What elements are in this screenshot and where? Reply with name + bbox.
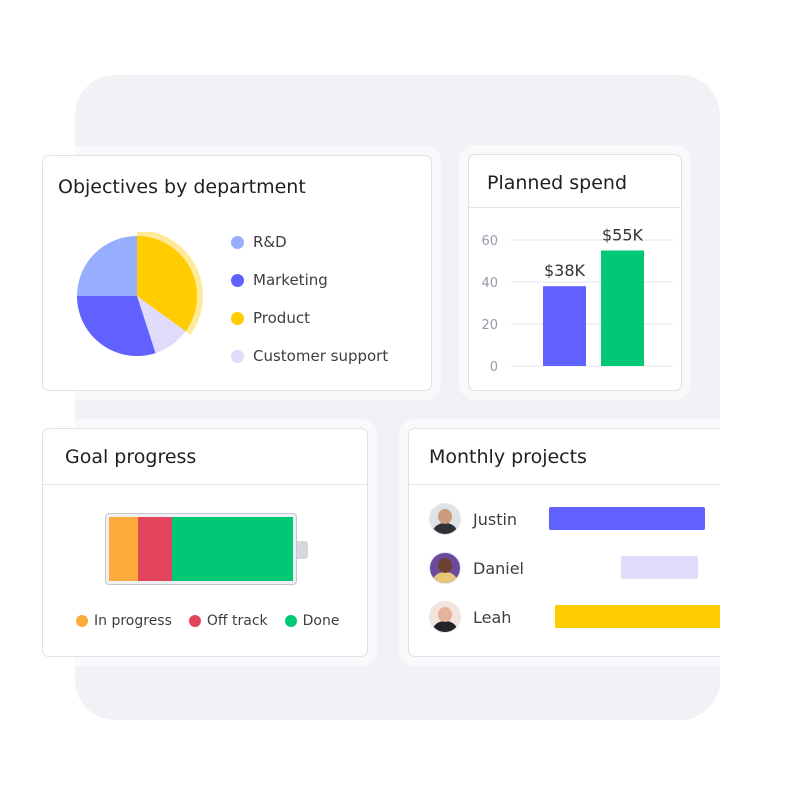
- pie-slice-product[interactable]: [137, 236, 197, 332]
- legend-item-done[interactable]: Done: [284, 613, 340, 629]
- page-margin: [720, 0, 795, 795]
- person-name-justin: Justin: [473, 509, 518, 529]
- objectives-widget[interactable]: Objectives by department R&D Marketing P…: [42, 155, 432, 391]
- legend-item-in-progress[interactable]: In progress: [76, 613, 172, 629]
- battery-cap: [297, 541, 308, 559]
- legend-label-marketing: Marketing: [253, 271, 328, 289]
- timeline-bar-justin[interactable]: [549, 507, 705, 530]
- objectives-title: Objectives by department: [58, 176, 306, 198]
- spend-bar[interactable]: [543, 286, 586, 366]
- person-name-leah: Leah: [473, 607, 512, 627]
- legend-item-rnd[interactable]: R&D: [231, 223, 388, 261]
- legend-dot-marketing: [231, 273, 244, 287]
- timeline-bar-leah[interactable]: [555, 605, 745, 628]
- legend-dot-customer-support: [231, 349, 244, 363]
- person-avatar-icon[interactable]: [429, 601, 461, 633]
- planned-spend-title: Planned spend: [487, 172, 628, 194]
- goal-progress-title: Goal progress: [65, 446, 197, 468]
- spend-bar-label: $55K: [602, 226, 644, 245]
- pie-slice-customer-support[interactable]: [137, 296, 186, 354]
- legend-label-product: Product: [253, 309, 310, 327]
- y-tick-label: 40: [481, 276, 498, 291]
- legend-label-rnd: R&D: [253, 233, 287, 251]
- planned-spend-widget[interactable]: Planned spend 0 20 40 60 $38K $55K: [468, 154, 682, 391]
- legend-label-customer-support: Customer support: [253, 347, 389, 365]
- battery-segment-done[interactable]: [171, 517, 293, 581]
- y-tick-label: 0: [490, 360, 498, 375]
- pie-slice-marketing[interactable]: [77, 296, 156, 356]
- goal-progress-widget[interactable]: Goal progress In progress Off track Done: [42, 428, 368, 657]
- person-row-daniel[interactable]: Daniel: [429, 551, 524, 585]
- legend-dot-product: [231, 311, 244, 325]
- legend-label-done: Done: [302, 613, 340, 629]
- goal-progress-divider: [43, 484, 367, 485]
- goal-progress-battery[interactable]: [105, 513, 297, 585]
- y-tick-label: 60: [481, 234, 498, 249]
- person-avatar-icon[interactable]: [429, 552, 461, 584]
- goal-progress-legend: In progress Off track Done: [76, 613, 356, 629]
- battery-segment-off-track[interactable]: [138, 517, 172, 581]
- legend-item-off-track[interactable]: Off track: [188, 613, 268, 629]
- legend-dot-in-progress: [76, 615, 88, 627]
- pie-slice-r-d[interactable]: [77, 236, 137, 296]
- objectives-legend: R&D Marketing Product Customer support: [231, 223, 388, 375]
- legend-dot-off-track: [188, 615, 201, 627]
- person-row-justin[interactable]: Justin: [429, 502, 517, 536]
- legend-item-marketing[interactable]: Marketing: [231, 261, 388, 299]
- legend-label-off-track: Off track: [206, 613, 268, 629]
- spend-bar-label: $38K: [544, 261, 586, 280]
- legend-dot-done: [284, 615, 297, 627]
- spend-bar[interactable]: [601, 250, 644, 367]
- monthly-projects-widget[interactable]: Monthly projects Justin Daniel Leah: [408, 428, 745, 657]
- objectives-pie-chart[interactable]: [73, 232, 213, 372]
- timeline-bar-daniel[interactable]: [621, 556, 698, 579]
- y-tick-label: 20: [481, 318, 498, 333]
- person-row-leah[interactable]: Leah: [429, 600, 511, 634]
- person-name-daniel: Daniel: [473, 558, 524, 578]
- legend-item-customer-support[interactable]: Customer support: [231, 337, 388, 375]
- legend-item-product[interactable]: Product: [231, 299, 388, 337]
- planned-spend-bar-chart[interactable]: 0 20 40 60 $38K $55K: [469, 208, 681, 390]
- legend-dot-rnd: [231, 235, 244, 249]
- monthly-projects-divider: [409, 484, 738, 485]
- monthly-projects-title: Monthly projects: [429, 446, 587, 468]
- person-avatar-icon[interactable]: [429, 503, 461, 535]
- battery-segment-in-progress[interactable]: [109, 517, 139, 581]
- planned-spend-divider: [469, 207, 681, 208]
- legend-label-in-progress: In progress: [94, 613, 172, 629]
